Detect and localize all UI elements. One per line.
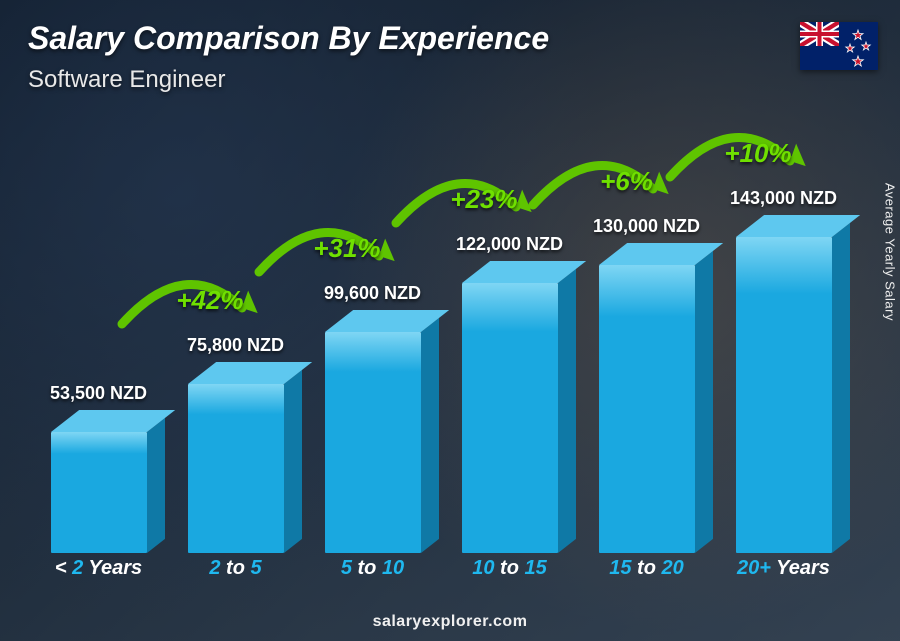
- x-axis-label: 15 to 20: [578, 557, 715, 589]
- bar-front: [599, 265, 695, 553]
- bar: 53,500 NZD: [51, 432, 147, 553]
- bar: 99,600 NZD+31%: [325, 332, 421, 553]
- bars-container: 53,500 NZD 75,800 NZD +42% 99,600 NZD +31% 12…: [30, 120, 852, 553]
- bar-front: [188, 384, 284, 553]
- pct-increase-label: +31%: [313, 233, 380, 264]
- footer-site: salaryexplorer.com: [0, 613, 900, 631]
- bar-value-label: 53,500 NZD: [50, 383, 147, 404]
- bar-value-label: 143,000 NZD: [730, 188, 837, 209]
- bar: 130,000 NZD+6%: [599, 265, 695, 553]
- pct-increase-label: +6%: [600, 166, 653, 197]
- bar-slot: 130,000 NZD +6%: [578, 120, 715, 553]
- pct-increase-label: +23%: [450, 184, 517, 215]
- page-subtitle: Software Engineer: [28, 66, 225, 94]
- bar-side: [558, 269, 576, 553]
- bar-value-label: 99,600 NZD: [324, 283, 421, 304]
- bar-side: [147, 418, 165, 553]
- bar-side: [832, 223, 850, 553]
- bar: 75,800 NZD+42%: [188, 384, 284, 553]
- y-axis-label: Average Yearly Salary: [883, 182, 898, 320]
- x-axis-label: 10 to 15: [441, 557, 578, 589]
- bar: 122,000 NZD+23%: [462, 283, 558, 553]
- bar-slot: 53,500 NZD: [30, 120, 167, 553]
- x-axis-label: 20+ Years: [715, 557, 852, 589]
- bar-value-label: 130,000 NZD: [593, 216, 700, 237]
- infographic-canvas: Salary Comparison By Experience Software…: [0, 0, 900, 641]
- bar-value-label: 122,000 NZD: [456, 234, 563, 255]
- pct-increase-label: +42%: [176, 285, 243, 316]
- bar-value-label: 75,800 NZD: [187, 335, 284, 356]
- bar-slot: 143,000 NZD +10%: [715, 120, 852, 553]
- bar-front: [325, 332, 421, 553]
- bar-front: [51, 432, 147, 553]
- bar-front: [462, 283, 558, 553]
- bar-slot: 75,800 NZD +42%: [167, 120, 304, 553]
- bar-side: [284, 370, 302, 553]
- bar-chart: 53,500 NZD 75,800 NZD +42% 99,600 NZD +31% 12…: [30, 120, 852, 589]
- x-axis-labels: < 2 Years2 to 55 to 1010 to 1515 to 2020…: [30, 557, 852, 589]
- x-axis-label: < 2 Years: [30, 557, 167, 589]
- x-axis-label: 5 to 10: [304, 557, 441, 589]
- pct-increase-label: +10%: [724, 138, 791, 169]
- bar-slot: 99,600 NZD +31%: [304, 120, 441, 553]
- bar: 143,000 NZD+10%: [736, 237, 832, 553]
- bar-slot: 122,000 NZD +23%: [441, 120, 578, 553]
- bar-front: [736, 237, 832, 553]
- bar-side: [695, 251, 713, 553]
- bar-side: [421, 318, 439, 553]
- x-axis-label: 2 to 5: [167, 557, 304, 589]
- nz-flag-icon: [800, 22, 878, 70]
- page-title: Salary Comparison By Experience: [28, 20, 549, 57]
